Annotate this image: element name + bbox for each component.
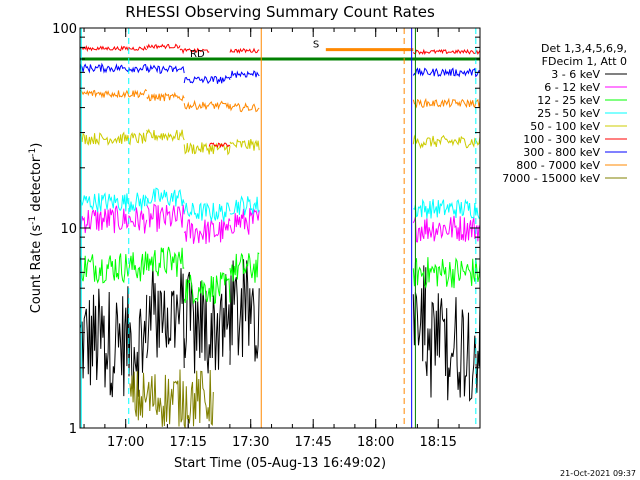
series-7000-15000-kev-trace-0 xyxy=(129,369,214,429)
legend-label-800-7000-kev: 800 - 7000 keV xyxy=(516,159,600,172)
x-tick-label-5: 18:15 xyxy=(419,435,456,450)
series-12-25-kev-trace-1 xyxy=(146,246,185,277)
series-100-300-kev-trace-3 xyxy=(208,142,231,149)
y-tick-label-0: 1 xyxy=(69,422,77,437)
series-6-12-kev-trace-3 xyxy=(229,207,260,235)
series-25-50-kev-trace-3 xyxy=(229,195,260,216)
series-300-800-kev-trace-3 xyxy=(229,70,260,79)
y-axis-label-exp1: -1 xyxy=(28,216,38,225)
legend-label-6-12-kev: 6 - 12 keV xyxy=(544,81,600,94)
x-tick-label-3: 17:45 xyxy=(294,435,331,450)
series-800-7000-kev-trace-0 xyxy=(80,88,148,99)
y-axis-label: Count Rate (s-1 detector-1) xyxy=(28,143,44,314)
series-800-7000-kev-trace-3 xyxy=(229,102,260,113)
series-100-300-kev-trace-2 xyxy=(179,47,210,55)
x-tick-label-1: 17:15 xyxy=(169,435,206,450)
flag-s-label: S xyxy=(313,40,319,51)
y-tick-label-1: 10 xyxy=(60,222,77,237)
chart-title: RHESSI Observing Summary Count Rates xyxy=(125,3,435,21)
legend-label-25-50-kev: 25 - 50 keV xyxy=(537,107,600,120)
series-100-300-kev-trace-5 xyxy=(412,48,481,56)
x-tick-label-2: 17:30 xyxy=(232,435,269,450)
legend-label-7000-15000-kev: 7000 - 15000 keV xyxy=(502,172,600,185)
series-3-6-kev-trace-5 xyxy=(425,293,481,402)
series-25-50-kev-trace-0 xyxy=(79,192,148,213)
flag-rd-label: RD xyxy=(190,49,205,60)
series-100-300-kev-trace-1 xyxy=(146,43,181,50)
x-axis-label: Start Time (05-Aug-13 16:49:02) xyxy=(174,456,386,471)
x-tick-label-0: 17:00 xyxy=(107,435,144,450)
series-300-800-kev-trace-1 xyxy=(146,64,185,75)
series-12-25-kev-trace-2 xyxy=(183,272,231,305)
x-axis: 17:00 17:15 17:30 17:45 18:00 18:15 xyxy=(83,28,460,450)
series-50-100-kev-trace-1 xyxy=(146,128,185,142)
series-100-300-kev-trace-4 xyxy=(229,47,260,54)
series-layer xyxy=(79,43,481,429)
series-800-7000-kev-trace-4 xyxy=(412,97,481,109)
y-axis-label-end: ) xyxy=(29,143,44,148)
legend-label-3-6-kev: 3 - 6 keV xyxy=(551,68,600,81)
series-50-100-kev-trace-4 xyxy=(412,134,481,150)
series-100-300-kev-trace-0 xyxy=(79,45,148,53)
legend-label-12-25-kev: 12 - 25 keV xyxy=(537,94,600,107)
series-300-800-kev-trace-4 xyxy=(412,67,481,78)
y-axis-label-mid: detector xyxy=(29,156,44,216)
y-tick-label-2: 100 xyxy=(52,22,77,37)
series-800-7000-kev-trace-2 xyxy=(183,99,231,111)
series-3-6-kev-trace-0 xyxy=(79,286,148,398)
series-6-12-kev-trace-0 xyxy=(79,205,148,234)
legend-header-2: FDecim 1, Att 0 xyxy=(542,55,627,68)
legend-label-300-800-kev: 300 - 800 keV xyxy=(523,146,600,159)
footer-timestamp: 21-Oct-2021 09:37 xyxy=(560,469,636,478)
series-25-50-kev-trace-1 xyxy=(146,187,185,207)
series-12-25-kev-trace-4 xyxy=(412,257,481,289)
series-300-800-kev-trace-0 xyxy=(79,62,148,74)
y-axis-label-exp2: -1 xyxy=(28,148,38,157)
y-axis-label-main: Count Rate (s xyxy=(29,225,44,314)
x-tick-label-4: 18:00 xyxy=(357,435,394,450)
series-12-25-kev-trace-3 xyxy=(229,252,260,283)
series-800-7000-kev-trace-1 xyxy=(146,91,185,102)
series-6-12-kev-trace-4 xyxy=(412,215,481,243)
legend-header-1: Det 1,3,4,5,6,9, xyxy=(541,42,627,55)
series-25-50-kev-trace-2 xyxy=(183,202,231,223)
series-6-12-kev-trace-2 xyxy=(183,218,231,245)
y-axis: 1 10 100 xyxy=(52,22,480,437)
series-50-100-kev-trace-3 xyxy=(229,138,260,151)
series-300-800-kev-trace-2 xyxy=(183,74,231,85)
legend-label-100-300-kev: 100 - 300 keV xyxy=(523,133,600,146)
series-12-25-kev-trace-0 xyxy=(79,251,148,284)
vline-layer xyxy=(80,28,477,428)
legend-label-50-100-kev: 50 - 100 keV xyxy=(530,120,600,133)
series-25-50-kev-trace-4 xyxy=(413,198,481,219)
flag-layer: S RD xyxy=(80,40,480,61)
series-50-100-kev-trace-0 xyxy=(79,131,148,146)
series-6-12-kev-trace-1 xyxy=(146,203,185,232)
series-3-6-kev-trace-3 xyxy=(229,259,260,365)
legend: Det 1,3,4,5,6,9, FDecim 1, Att 0 3 - 6 k… xyxy=(502,42,627,185)
